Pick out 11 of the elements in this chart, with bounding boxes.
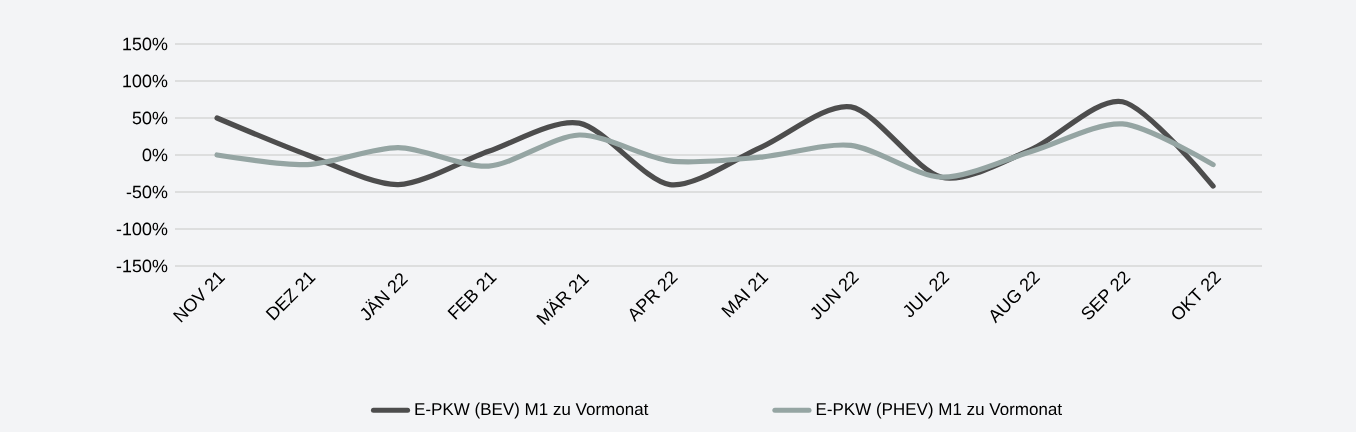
legend-label: E-PKW (BEV) M1 zu Vormonat [415, 402, 649, 419]
y-tick-label: 50% [132, 111, 168, 125]
y-tick-label: 0% [142, 148, 168, 162]
x-tick-label: JUL 22 [903, 271, 950, 318]
y-tick-label: -150% [116, 259, 168, 273]
y-tick-label: -50% [126, 185, 168, 199]
x-tick-label: MAI 21 [721, 272, 769, 318]
y-tick-label: 100% [123, 74, 168, 88]
y-tick-label: 150% [123, 37, 168, 51]
legend-label: E-PKW (PHEV) M1 zu Vormonat [816, 402, 1062, 419]
y-tick-label: -100% [116, 222, 168, 236]
